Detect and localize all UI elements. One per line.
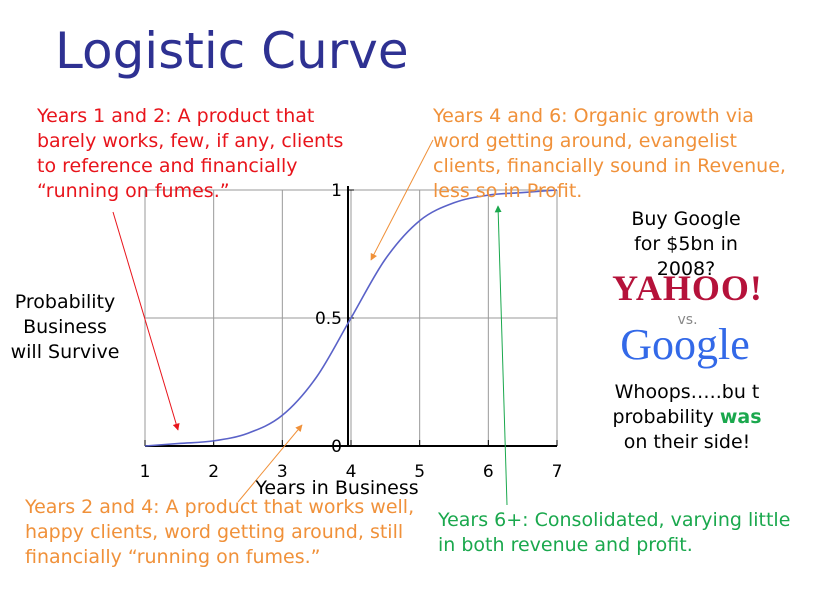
y-tick-label: 1 [331,181,342,201]
curve [144,189,558,447]
arrow [370,139,434,261]
x-tick-label: 5 [414,462,425,482]
x-tick-label: 3 [277,462,288,482]
vs-label: vs. [677,312,698,328]
side-note: Buy Google for $5bn in 2008? [631,208,741,280]
y-tick-label: 0 [331,437,342,457]
plot [144,189,558,447]
x-tick-label: 2 [208,462,219,482]
arrow [494,205,508,506]
annotation: Years 6+: Consolidated, varying little i… [438,509,791,556]
y-axis-label: Probability Business will Survive [10,291,120,363]
note-emphasis: was [719,406,762,428]
arrow [112,211,180,431]
title: Logistic Curve [55,22,409,80]
x-tick-label: 1 [140,462,151,482]
google-logo: Google [620,320,750,369]
x-tick-label: 7 [552,462,563,482]
annotation: Years 4 and 6: Organic growth via word g… [433,105,786,202]
note-text: Whoops…..bu t probability [612,381,760,428]
note-text: on their side! [623,431,751,453]
annotation: Years 2 and 4: A product that works well… [25,496,415,568]
side-note: Whoops…..bu t probability was on their s… [612,380,762,455]
x-axis-label: Years in Business [255,477,419,499]
annotation: Years 1 and 2: A product that barely wor… [37,105,344,202]
arrow [237,424,303,503]
yahoo-logo: YAHOO! [612,268,763,308]
y-tick-label: 0.5 [315,309,342,329]
x-tick-label: 4 [346,462,357,482]
x-tick-label: 6 [483,462,494,482]
